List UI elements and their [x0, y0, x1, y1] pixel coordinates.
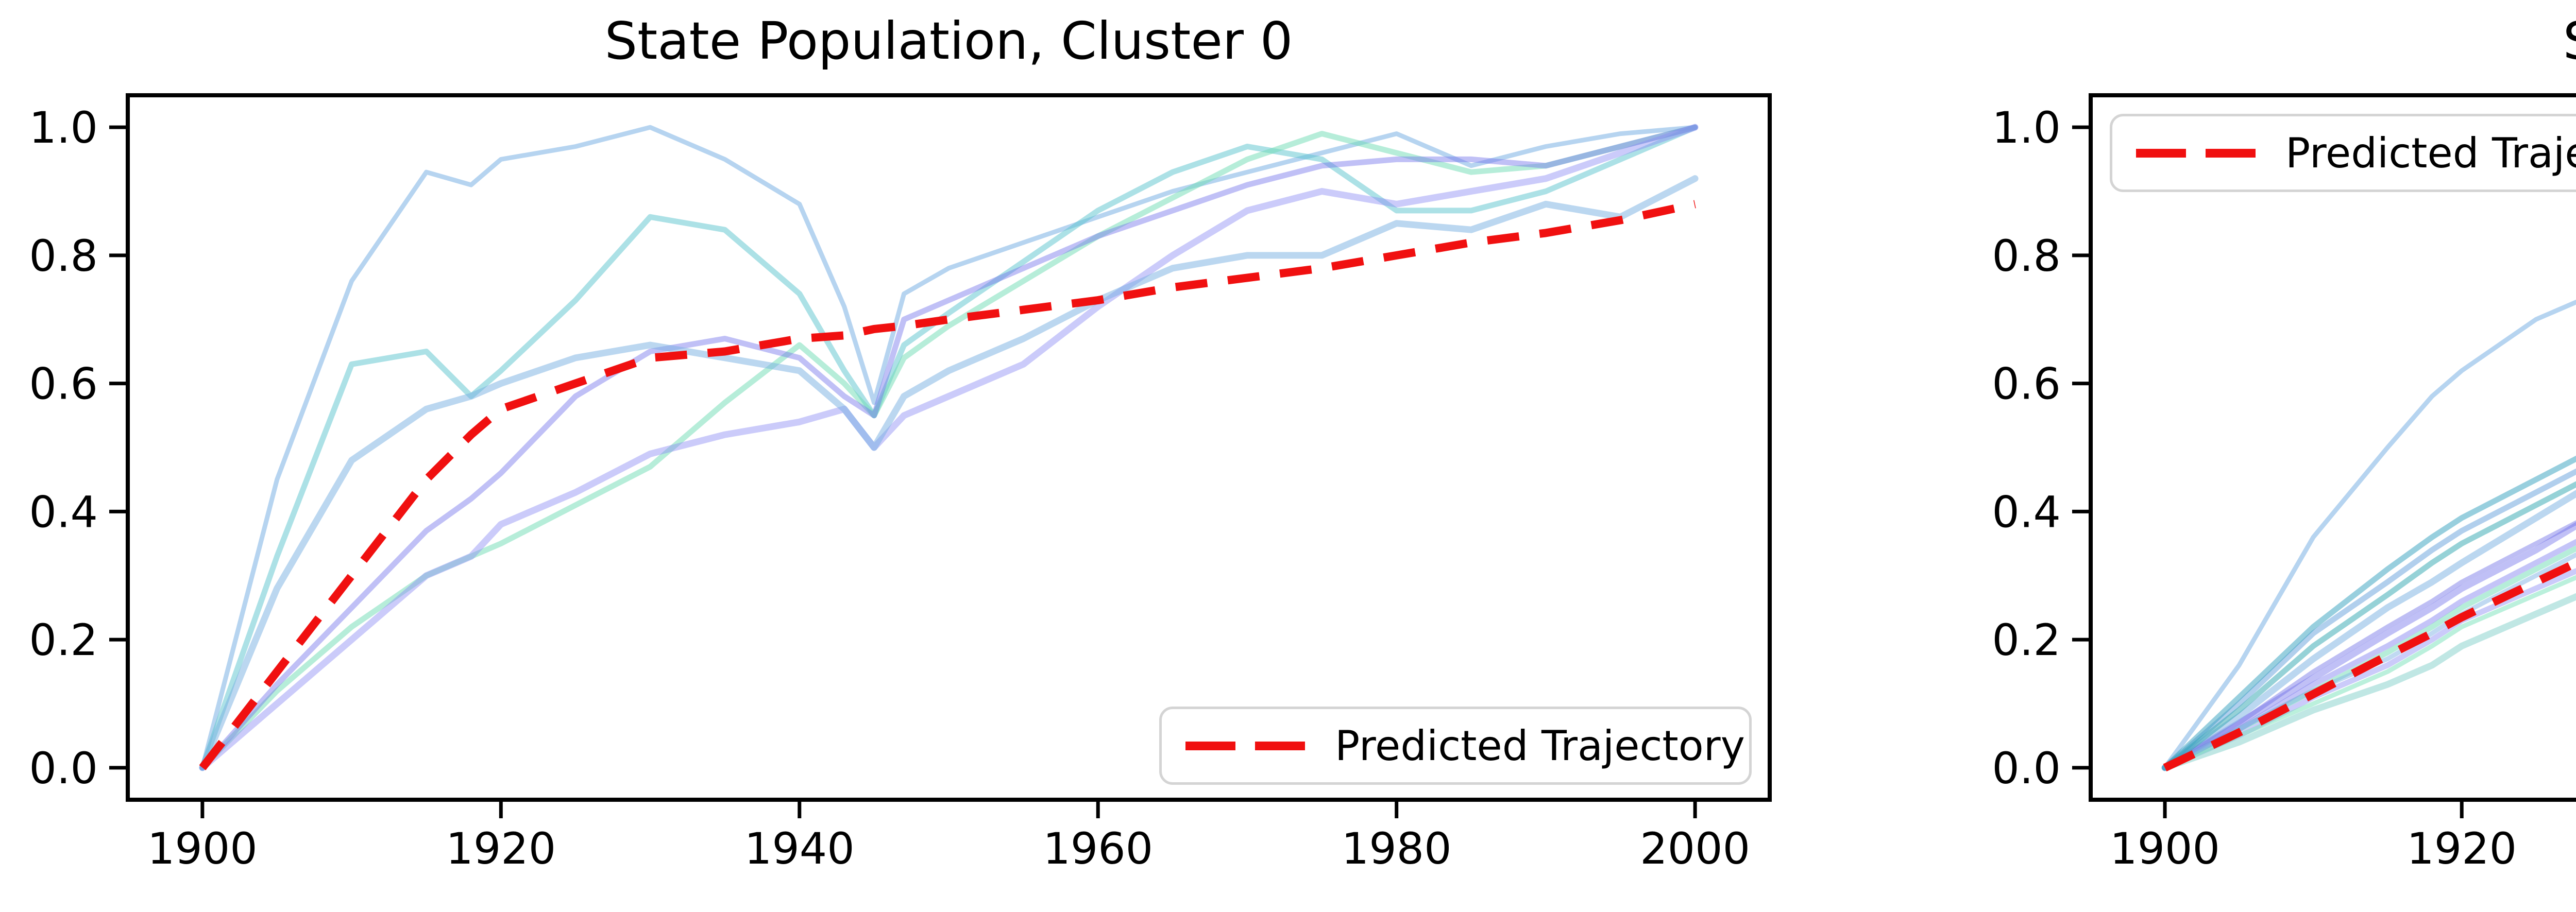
- chart1-title: State Population, Cluster 1: [2091, 11, 2576, 71]
- y-tick-label: 0.6: [29, 359, 98, 409]
- chart0-legend: Predicted Trajectory: [1159, 707, 1752, 785]
- state-line-1: [2162, 299, 2576, 770]
- legend-dash-segment: [1185, 742, 1235, 750]
- chart-0: 1900 1920 1940 1960 1980 2000 0.0 0.2 0.4 0.6 0.8 1…: [29, 93, 1772, 874]
- legend-dash-segment: [1255, 742, 1305, 750]
- predicted-dash-icon: [2136, 149, 2256, 158]
- legend-dash-segment: [2206, 149, 2256, 158]
- chart1-legend: Predicted Trajectory: [2110, 114, 2576, 192]
- state-line-3: [2162, 568, 2576, 771]
- x-tick-label: 1940: [744, 823, 855, 874]
- state-line-5: [199, 124, 1699, 771]
- x-tick-label: 1920: [2406, 823, 2517, 874]
- y-tick-label: 0.8: [1992, 231, 2061, 281]
- state-line-13: [2162, 455, 2576, 771]
- state-line-8: [2162, 468, 2576, 771]
- axes-spines: [2089, 93, 2576, 802]
- state-line-3: [199, 124, 1698, 771]
- x-tick-label: 2000: [1640, 823, 1750, 874]
- y-tick-label: 0.4: [29, 487, 98, 537]
- y-tick-label: 0.2: [1992, 615, 2061, 665]
- legend-label: Predicted Trajectory: [1335, 721, 1745, 770]
- x-tick-label: 1900: [2110, 823, 2220, 874]
- state-line-10: [2162, 520, 2576, 770]
- state-line-6: [2161, 490, 2576, 771]
- chart-1: 1900192019401960198020000.00.20.40.60.81…: [1992, 93, 2576, 874]
- state-line-11: [2162, 481, 2576, 771]
- predicted-dash-icon: [1185, 742, 1305, 750]
- y-tick-label: 0.8: [29, 231, 98, 281]
- y-tick-label: 1.0: [1992, 102, 2061, 153]
- state-line-4: [2162, 545, 2576, 771]
- legend-label: Predicted Trajectory: [2285, 129, 2576, 177]
- legend-dash-segment: [2136, 149, 2186, 158]
- y-tick-label: 0.0: [1992, 743, 2061, 794]
- y-tick-label: 0.4: [1992, 487, 2061, 537]
- state-line-4: [199, 124, 1698, 771]
- x-tick-label: 1980: [1342, 823, 1452, 874]
- y-tick-label: 0.0: [29, 743, 98, 794]
- chart0-title: State Population, Cluster 0: [604, 11, 1293, 71]
- predicted-trajectory-line: [199, 200, 1696, 770]
- state-line-6: [199, 175, 1699, 771]
- predicted-trajectory-line: [2163, 558, 2576, 772]
- state-line-7: [2162, 539, 2576, 771]
- y-tick-label: 0.2: [29, 615, 98, 665]
- state-line-1: [200, 125, 1698, 770]
- state-line-2: [199, 124, 1698, 771]
- state-line-5: [2161, 593, 2576, 771]
- x-tick-label: 1900: [147, 823, 258, 874]
- y-tick-label: 0.6: [1992, 359, 2061, 409]
- state-line-9: [2162, 575, 2576, 770]
- axes-spines: [126, 93, 1772, 802]
- x-tick-label: 1920: [446, 823, 556, 874]
- y-tick-label: 1.0: [29, 102, 98, 153]
- state-line-2: [2161, 522, 2576, 771]
- x-tick-label: 1960: [1043, 823, 1153, 874]
